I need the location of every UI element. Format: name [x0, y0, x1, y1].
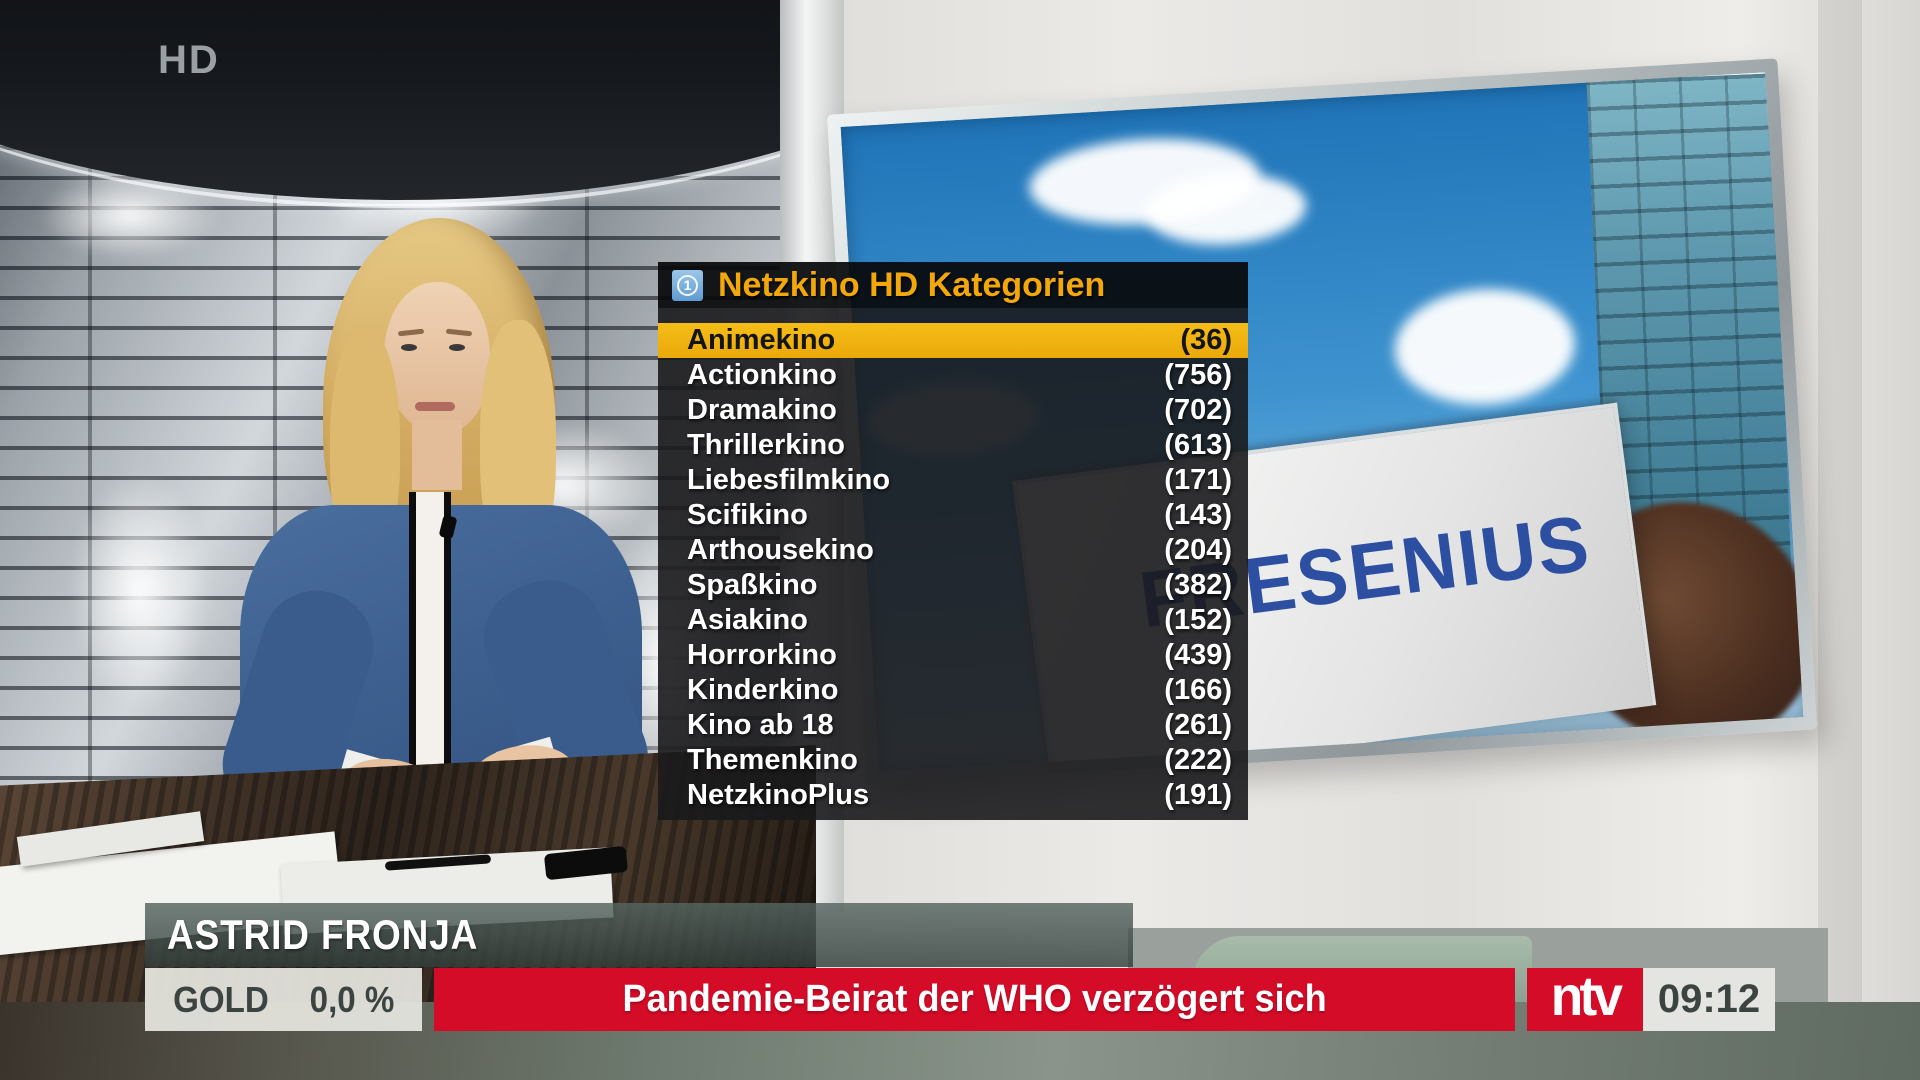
- menu-item-row[interactable]: Arthousekino (204): [658, 533, 1248, 568]
- number-one-icon: 1: [677, 274, 698, 296]
- presenter-face: [384, 282, 490, 434]
- presenter-lips: [415, 402, 455, 411]
- menu-item-row[interactable]: NetzkinoPlus (191): [658, 778, 1248, 813]
- market-change: 0,0 %: [309, 978, 395, 1020]
- menu-item-row[interactable]: Kino ab 18 (261): [658, 708, 1248, 743]
- studio-light-reflection: [70, 470, 210, 710]
- category-label: Kinderkino: [687, 674, 839, 706]
- menu-item-row[interactable]: Themenkino (222): [658, 743, 1248, 778]
- category-count: (756): [1164, 359, 1232, 391]
- menu-title: Netzkino HD Kategorien: [718, 265, 1106, 304]
- category-count: (166): [1164, 674, 1232, 706]
- category-label: Arthousekino: [687, 534, 874, 566]
- channel-number-badge: 1: [672, 269, 703, 301]
- category-count: (382): [1164, 569, 1232, 601]
- menu-item-list: Animekino (36) Actionkino (756) Dramakino (70…: [658, 308, 1248, 820]
- window-mullion: [88, 60, 92, 920]
- netzkino-category-menu: 1 Netzkino HD Kategorien Animekino (36) Ac…: [658, 262, 1248, 820]
- presenter-eye: [401, 344, 417, 351]
- menu-item-row[interactable]: Actionkino (756): [658, 358, 1248, 393]
- wall-shadow-edge: [1818, 0, 1862, 1012]
- category-label: Dramakino: [687, 394, 837, 426]
- category-count: (439): [1164, 639, 1232, 671]
- category-count: (613): [1164, 429, 1232, 461]
- market-instrument: GOLD: [173, 978, 269, 1020]
- category-count: (261): [1164, 709, 1232, 741]
- category-label: NetzkinoPlus: [687, 779, 870, 811]
- category-count: (702): [1164, 394, 1232, 426]
- category-label: Themenkino: [687, 744, 858, 776]
- menu-item-row[interactable]: Scifikino (143): [658, 498, 1248, 533]
- presenter-name-bar: ASTRID FRONJA: [145, 903, 1133, 967]
- category-label: Liebesfilmkino: [687, 464, 891, 496]
- menu-header: 1 Netzkino HD Kategorien: [658, 262, 1248, 308]
- category-label: Thrillerkino: [687, 429, 845, 461]
- ntv-logo: ntv: [1550, 964, 1623, 1027]
- presenter-eye: [449, 344, 465, 351]
- menu-item-row[interactable]: Spaßkino (382): [658, 568, 1248, 603]
- hd-watermark: HD: [158, 38, 220, 82]
- market-ticker: GOLD 0,0 %: [145, 968, 422, 1031]
- channel-logo-box: ntv: [1527, 964, 1643, 1031]
- category-label: Spaßkino: [687, 569, 818, 601]
- studio-ceiling-rim: [0, 0, 800, 208]
- menu-item-row[interactable]: Kinderkino (166): [658, 673, 1248, 708]
- headline-banner: Pandemie-Beirat der WHO verzögert sich: [434, 968, 1515, 1031]
- category-count: (171): [1164, 464, 1232, 496]
- category-count: (222): [1164, 744, 1232, 776]
- menu-item-row[interactable]: Asiakino (152): [658, 603, 1248, 638]
- cloud: [1391, 283, 1579, 410]
- category-label: Scifikino: [687, 499, 808, 531]
- category-label: Actionkino: [687, 359, 837, 391]
- category-label: Kino ab 18: [687, 709, 834, 741]
- menu-item-row[interactable]: Animekino (36): [658, 323, 1248, 358]
- menu-item-row[interactable]: Dramakino (702): [658, 393, 1248, 428]
- clock: 09:12: [1643, 968, 1775, 1031]
- category-label: Animekino: [687, 324, 836, 356]
- category-label: Horrorkino: [687, 639, 837, 671]
- category-count: (191): [1164, 779, 1232, 811]
- menu-item-row[interactable]: Horrorkino (439): [658, 638, 1248, 673]
- headline-text: Pandemie-Beirat der WHO verzögert sich: [622, 978, 1327, 1020]
- window-mullion: [273, 60, 277, 920]
- category-count: (143): [1164, 499, 1232, 531]
- presenter-name: ASTRID FRONJA: [167, 911, 479, 958]
- category-count: (204): [1164, 534, 1232, 566]
- presenter-neck: [412, 420, 462, 490]
- category-label: Asiakino: [687, 604, 808, 636]
- menu-item-row[interactable]: Liebesfilmkino (171): [658, 463, 1248, 498]
- category-count: (152): [1164, 604, 1232, 636]
- menu-item-row[interactable]: Thrillerkino (613): [658, 428, 1248, 463]
- category-count: (36): [1180, 324, 1232, 356]
